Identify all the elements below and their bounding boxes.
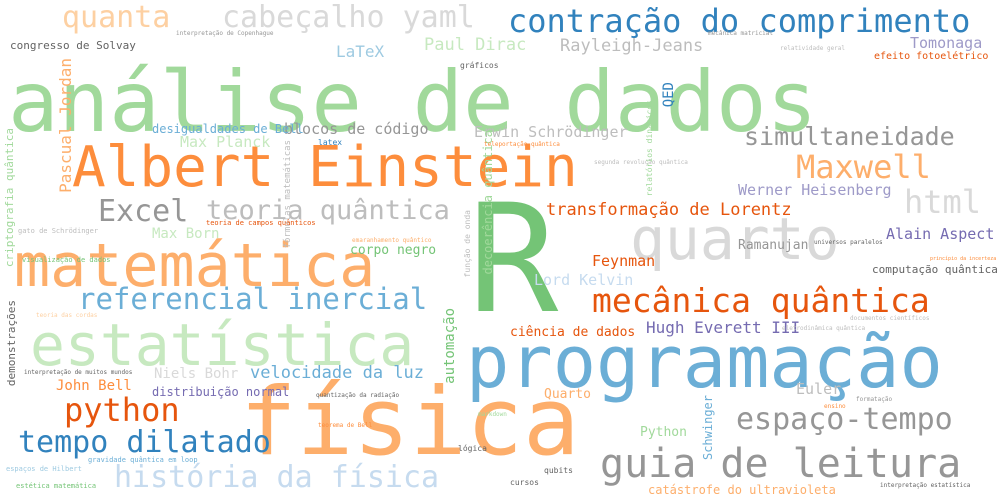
word: Erwin Schrödinger xyxy=(474,123,628,141)
word: teoria das cordas xyxy=(36,312,98,319)
word: quanta xyxy=(62,0,171,35)
word: função de onda xyxy=(463,210,472,278)
word: criptografia quântica xyxy=(3,128,16,268)
word: QED xyxy=(661,82,677,108)
word: relatividade geral xyxy=(780,45,846,52)
word: Schwinger xyxy=(701,395,715,461)
word: teoria de campos quânticos xyxy=(206,219,316,227)
word: efeito fotoelétrico xyxy=(874,51,989,62)
word: teoria quântica xyxy=(206,195,450,226)
word: decoerência quântica xyxy=(481,130,495,275)
word: Pascual Jordan xyxy=(56,58,75,193)
word: Lord Kelvin xyxy=(534,271,634,289)
word: Quarto xyxy=(544,387,591,402)
word: Euler xyxy=(796,380,842,398)
word: blocos de código xyxy=(284,120,429,138)
word: referencial inercial xyxy=(78,282,428,316)
word: mecânica quântica xyxy=(592,281,930,320)
word: demonstrações xyxy=(5,300,18,387)
word: universos paralelos xyxy=(814,239,883,246)
word: análise de dados xyxy=(8,53,818,151)
word: catástrofe do ultravioleta xyxy=(648,483,836,497)
word: desigualdades de Bell xyxy=(152,122,304,136)
word: visualização de dados xyxy=(22,256,111,264)
word: espaços de Hilbert xyxy=(6,465,82,473)
word: corpo negro xyxy=(350,243,437,258)
word: teorema de Bell xyxy=(318,422,373,429)
word: computação quântica xyxy=(872,263,998,276)
word: simultaneidade xyxy=(744,122,955,151)
word: guia de leitura xyxy=(600,441,962,487)
word: qubits xyxy=(544,466,573,475)
word: programação xyxy=(466,320,943,404)
word: distribuição normal xyxy=(152,385,290,399)
word: ciência de dados xyxy=(510,325,636,340)
word: fórmulas matemáticas xyxy=(283,140,293,249)
word: congresso de Solvay xyxy=(10,39,136,52)
word: estética matemática xyxy=(16,482,97,490)
word: Excel xyxy=(98,194,189,229)
word: contração do comprimento xyxy=(508,2,971,40)
word: história da física xyxy=(114,460,440,495)
word: interpretação de muitos mundos xyxy=(24,369,133,376)
word: gato de Schrödinger xyxy=(18,227,99,235)
word: Maxwell xyxy=(796,148,931,186)
word: emaranhamento quântico xyxy=(352,237,432,244)
word: Werner Heisenberg xyxy=(738,181,892,199)
word: teleportação quântica xyxy=(484,141,560,148)
word: quarto xyxy=(630,205,840,273)
word: Paul Dirac xyxy=(424,35,527,55)
word: cabeçalho yaml xyxy=(222,0,475,35)
word: eletrodinâmica quântica xyxy=(782,325,866,332)
word: python xyxy=(64,391,180,429)
word: velocidade da luz xyxy=(250,363,424,383)
word: automação xyxy=(442,308,458,384)
word: formatação xyxy=(856,396,893,403)
word: princípio da incerteza xyxy=(930,256,997,262)
word: John Bell xyxy=(56,378,132,394)
word: física xyxy=(240,368,580,477)
word: tempo dilatado xyxy=(18,425,271,460)
word: ensino xyxy=(824,403,846,410)
word: quantização da radiação xyxy=(316,392,400,399)
word: Rayleigh-Jeans xyxy=(560,36,704,56)
word: documentos científicos xyxy=(850,315,930,322)
word: Hugh Everett III xyxy=(646,318,801,337)
word: R xyxy=(468,173,559,347)
word: transformação de Lorentz xyxy=(546,200,792,220)
word: gráficos xyxy=(460,61,499,70)
word: estatística xyxy=(30,311,415,379)
word: Ramanujan xyxy=(738,238,809,253)
word: espaço-tempo xyxy=(736,402,953,437)
word: Tomonaga xyxy=(910,34,983,52)
word: lógica xyxy=(458,444,487,453)
word: interpretação estatística xyxy=(880,482,971,489)
word: segunda revolução quântica xyxy=(594,159,688,166)
word: cursos xyxy=(510,478,539,487)
word: Python xyxy=(640,425,687,440)
word: relatórios dinâmicos xyxy=(645,100,654,197)
word: Max Born xyxy=(152,226,220,242)
word: mecânica matricial xyxy=(708,30,774,37)
word: gravidade quântica em loop xyxy=(88,456,198,464)
word: interpretação de Copenhague xyxy=(176,30,274,37)
word: markdown xyxy=(478,411,507,418)
word: Albert Einstein xyxy=(72,135,578,200)
word: latex xyxy=(318,138,343,147)
word: matemática xyxy=(14,231,376,301)
word: Feynman xyxy=(592,252,656,270)
word: html xyxy=(904,183,982,221)
word: Max Planck xyxy=(180,133,271,151)
word: LaTeX xyxy=(336,42,385,61)
word: Niels Bohr xyxy=(154,366,239,382)
word: Alain Aspect xyxy=(886,225,995,243)
